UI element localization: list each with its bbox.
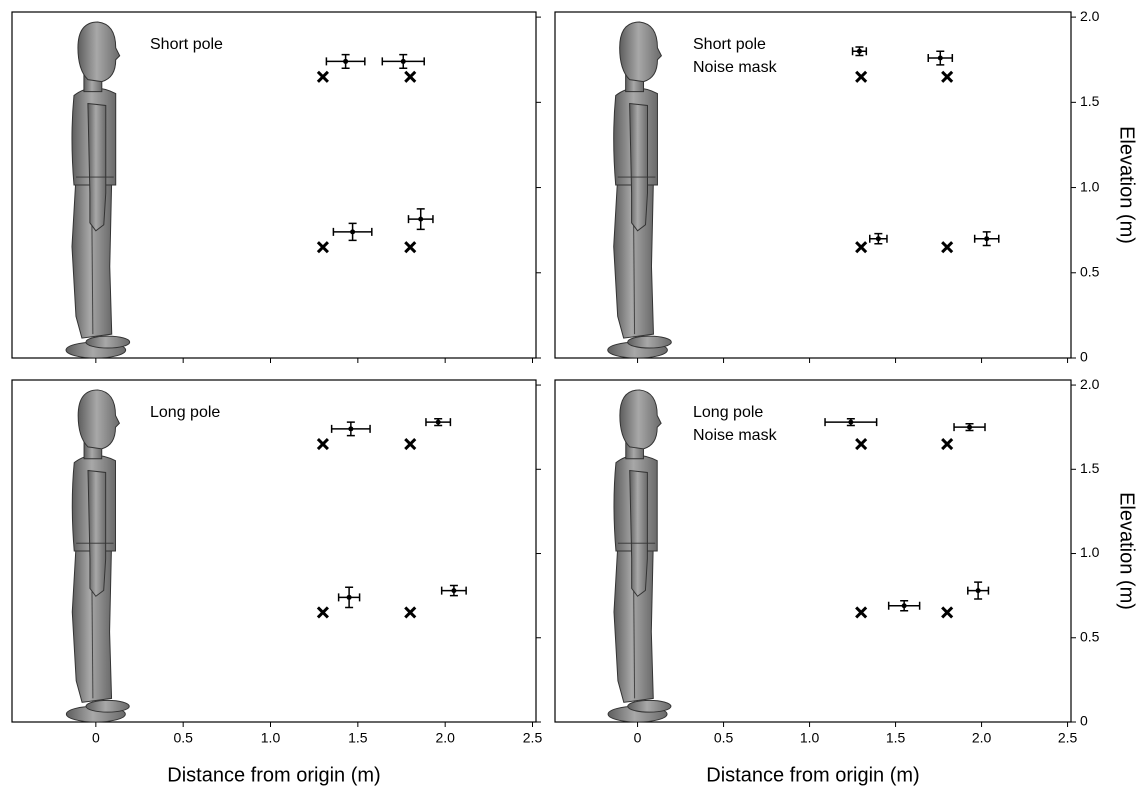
panel-title: Short pole — [150, 36, 223, 53]
response-point — [343, 59, 348, 64]
response-point — [451, 588, 456, 593]
response-point — [848, 420, 853, 425]
target-marker — [318, 72, 328, 82]
x-tick-label: 2.5 — [523, 730, 543, 746]
x-tick-label: 0.5 — [173, 730, 193, 746]
response-point — [984, 236, 989, 241]
x-tick-label: 0 — [92, 730, 100, 746]
panel-title: Short pole — [693, 36, 766, 53]
response-point — [967, 425, 972, 430]
response-point — [350, 229, 355, 234]
target-marker — [405, 242, 415, 252]
response-point — [902, 603, 907, 608]
target-marker — [405, 607, 415, 617]
response-point — [348, 426, 353, 431]
human-figure — [608, 390, 671, 722]
target-marker — [942, 242, 952, 252]
target-marker — [942, 72, 952, 82]
x-tick-label: 2.5 — [1058, 730, 1078, 746]
y-tick-label: 1.0 — [1080, 178, 1100, 194]
y-axis-label: Elevation (m) — [1116, 492, 1138, 610]
target-marker — [856, 242, 866, 252]
y-tick-label: 0 — [1080, 713, 1088, 729]
x-tick-label: 1.5 — [886, 730, 906, 746]
human-figure — [66, 390, 129, 722]
target-marker — [405, 72, 415, 82]
response-point — [418, 217, 423, 222]
x-tick-label: 1.0 — [261, 730, 281, 746]
human-figure — [66, 22, 130, 358]
chart: Short pole 0 0.5 1.0 1.5 2.0 Short pole Noise m… — [0, 0, 1142, 787]
target-marker — [942, 439, 952, 449]
x-tick-label: 1.5 — [348, 730, 368, 746]
panel-title: Long pole — [693, 404, 763, 421]
panel-subtitle: Noise mask — [693, 59, 778, 76]
y-tick-label: 0.5 — [1080, 263, 1100, 279]
y-tick-label: 0.5 — [1080, 628, 1100, 644]
x-tick-label: 2.0 — [972, 730, 992, 746]
panel-subtitle: Noise mask — [693, 427, 778, 444]
y-tick-label: 0 — [1080, 349, 1088, 365]
response-point — [976, 588, 981, 593]
response-point — [436, 420, 441, 425]
target-marker — [856, 439, 866, 449]
target-marker — [318, 242, 328, 252]
response-point — [857, 49, 862, 54]
x-tick-label: 2.0 — [435, 730, 455, 746]
response-point — [401, 59, 406, 64]
target-marker — [856, 607, 866, 617]
x-axis-label: Distance from origin (m) — [706, 764, 919, 786]
y-tick-label: 2.0 — [1080, 376, 1100, 392]
target-marker — [856, 72, 866, 82]
response-point — [876, 236, 881, 241]
x-tick-label: 1.0 — [800, 730, 820, 746]
y-tick-label: 1.0 — [1080, 544, 1100, 560]
x-tick-label: 0 — [634, 730, 642, 746]
y-tick-label: 2.0 — [1080, 8, 1100, 24]
target-marker — [318, 607, 328, 617]
target-marker — [318, 439, 328, 449]
response-point — [347, 595, 352, 600]
x-tick-label: 0.5 — [714, 730, 734, 746]
target-marker — [405, 439, 415, 449]
response-point — [938, 56, 943, 61]
target-marker — [942, 607, 952, 617]
y-axis-label: Elevation (m) — [1116, 126, 1138, 244]
y-tick-label: 1.5 — [1080, 93, 1100, 109]
x-axis-label: Distance from origin (m) — [167, 764, 380, 786]
panel-title: Long pole — [150, 404, 220, 421]
human-figure — [608, 22, 672, 358]
y-tick-label: 1.5 — [1080, 460, 1100, 476]
